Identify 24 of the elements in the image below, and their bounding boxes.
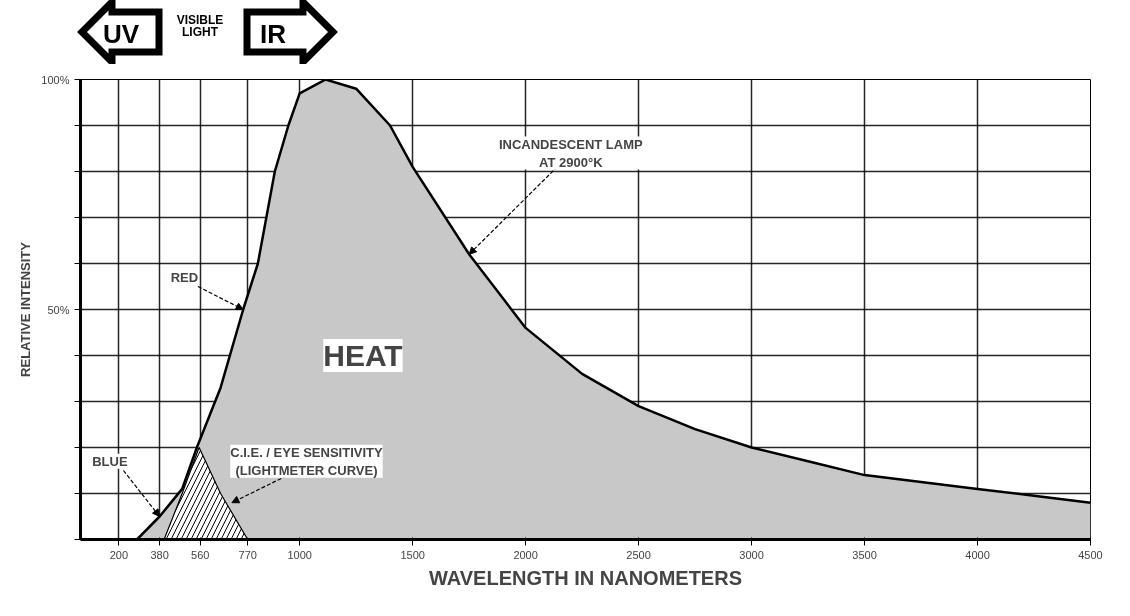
x-tick-label: 3500 [852,548,877,561]
x-tick-label: 3000 [739,548,764,561]
x-axis-title: WAVELENGTH IN NANOMETERS [429,566,742,589]
y-tick-label: 100% [41,73,70,86]
x-tick-label: 770 [238,548,257,561]
annotation: C.I.E. / EYE SENSITIVITY (LIGHTMETER CURVE) [230,444,383,478]
x-tick-label: 1500 [400,548,425,561]
x-tick-label: 4000 [965,548,990,561]
x-tick-label: 560 [191,548,210,561]
x-tick-label: 200 [109,548,129,561]
x-tick-label: 1000 [287,548,312,561]
annotation: INCANDESCENT LAMP AT 2900°K [498,136,643,170]
text: UV [102,19,140,49]
annotation: HEAT [323,339,403,372]
annotation: BLUE [92,453,128,469]
text: IR [260,19,286,49]
x-tick-label: 2000 [513,548,538,561]
y-tick-label: 50% [47,303,70,316]
annotation: RED [170,269,199,285]
x-tick-label: 380 [150,548,169,561]
x-tick-label: 2500 [626,548,651,561]
text: VISIBLE LIGHT [176,13,224,39]
x-tick-label: 4500 [1078,548,1103,561]
y-axis-title: RELATIVE INTENSITY [18,241,34,377]
